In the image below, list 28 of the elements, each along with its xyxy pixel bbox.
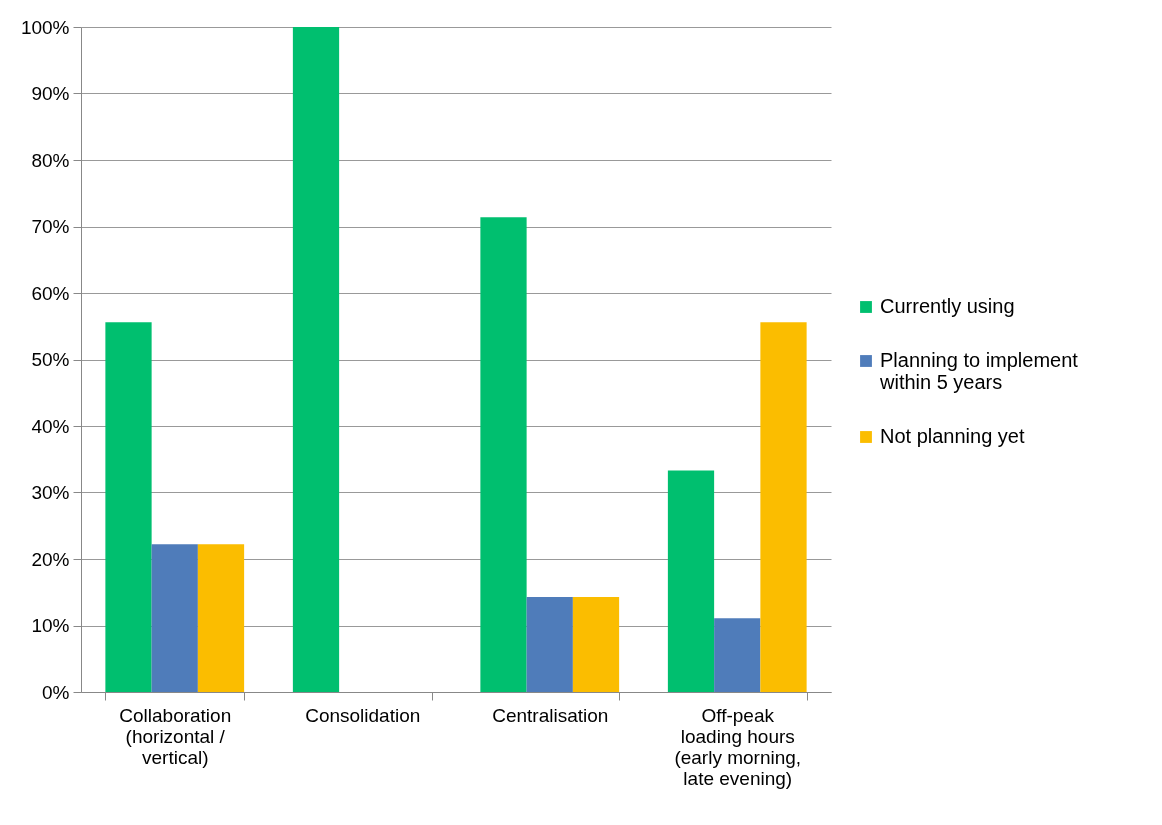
y-tick-label: 80% bbox=[31, 149, 70, 171]
legend-label: Currently using bbox=[880, 295, 1015, 317]
y-tick-label: 100% bbox=[20, 16, 70, 38]
bar bbox=[714, 618, 761, 692]
x-tick-label: Consolidation bbox=[305, 704, 421, 726]
y-tick-label: 60% bbox=[31, 282, 70, 304]
legend-label: Planning to implement within 5 years bbox=[879, 349, 1079, 393]
bar bbox=[480, 217, 527, 692]
x-tick-label: Off-peak loading hours (early morning, late evening) bbox=[674, 704, 802, 789]
bar bbox=[760, 322, 807, 692]
bar bbox=[292, 27, 340, 692]
y-tick-label: 70% bbox=[31, 216, 70, 237]
bar bbox=[151, 544, 198, 692]
x-tick-label: Collaboration (horizontal / vertical) bbox=[119, 704, 232, 768]
y-tick-label: 30% bbox=[31, 482, 70, 503]
bar bbox=[105, 322, 152, 692]
y-tick-label: 20% bbox=[31, 548, 70, 570]
y-tick-label: 10% bbox=[31, 615, 70, 636]
y-tick-label: 50% bbox=[31, 349, 70, 370]
x-tick-label: Centralisation bbox=[492, 704, 609, 726]
bar bbox=[526, 596, 573, 692]
bar bbox=[197, 544, 245, 692]
legend-label: Not planning yet bbox=[880, 425, 1025, 447]
y-tick-label: 90% bbox=[31, 83, 70, 104]
y-tick-label: 0% bbox=[42, 681, 70, 703]
y-tick-label: 40% bbox=[31, 415, 70, 437]
bar bbox=[667, 470, 715, 692]
bar bbox=[572, 596, 620, 692]
